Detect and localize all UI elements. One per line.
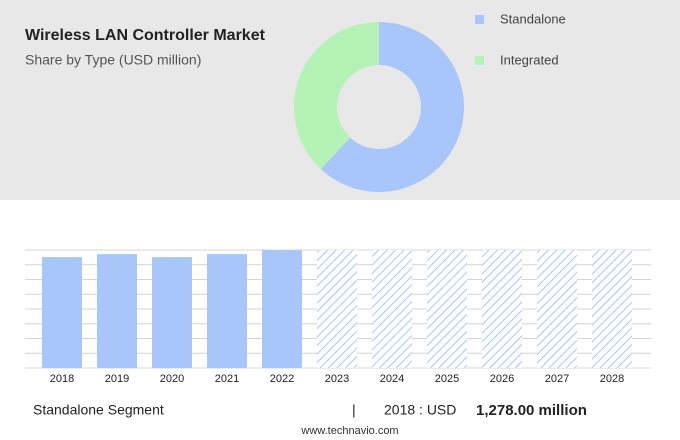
bar [317, 250, 357, 368]
legend-swatch [475, 56, 484, 65]
bar [592, 250, 632, 368]
separator: | [352, 402, 356, 418]
bar [537, 250, 577, 368]
x-tick-label: 2023 [325, 373, 349, 385]
x-tick-label: 2028 [600, 373, 624, 385]
bar [42, 257, 82, 368]
chart-subtitle: Share by Type (USD million) [25, 52, 201, 68]
period-label: 2018 : USD [384, 402, 456, 418]
bar [97, 254, 137, 368]
source: www.technavio.com [300, 425, 398, 437]
legend-label: Integrated [500, 52, 559, 67]
donut-slice [294, 22, 379, 169]
x-tick-label: 2026 [490, 373, 514, 385]
legend-label: Standalone [500, 11, 566, 26]
bar [482, 250, 522, 368]
bar [427, 250, 467, 368]
bar [262, 250, 302, 368]
bar [372, 250, 412, 368]
x-tick-label: 2018 [50, 373, 74, 385]
x-tick-label: 2024 [380, 373, 404, 385]
amount-label: 1,278.00 million [476, 402, 587, 419]
x-tick-label: 2019 [105, 373, 129, 385]
x-tick-label: 2020 [160, 373, 184, 385]
legend-swatch [475, 15, 484, 24]
x-tick-label: 2027 [545, 373, 569, 385]
bar [152, 257, 192, 368]
x-tick-label: 2025 [435, 373, 459, 385]
donut-slice [320, 22, 465, 192]
chart-title: Wireless LAN Controller Market [25, 27, 266, 44]
x-tick-label: 2022 [270, 373, 294, 385]
segment-label: Standalone Segment [33, 402, 164, 418]
x-tick-label: 2021 [215, 373, 239, 385]
bar [207, 254, 247, 368]
